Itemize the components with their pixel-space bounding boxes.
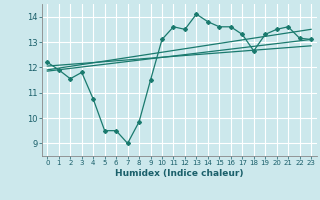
X-axis label: Humidex (Indice chaleur): Humidex (Indice chaleur): [115, 169, 244, 178]
